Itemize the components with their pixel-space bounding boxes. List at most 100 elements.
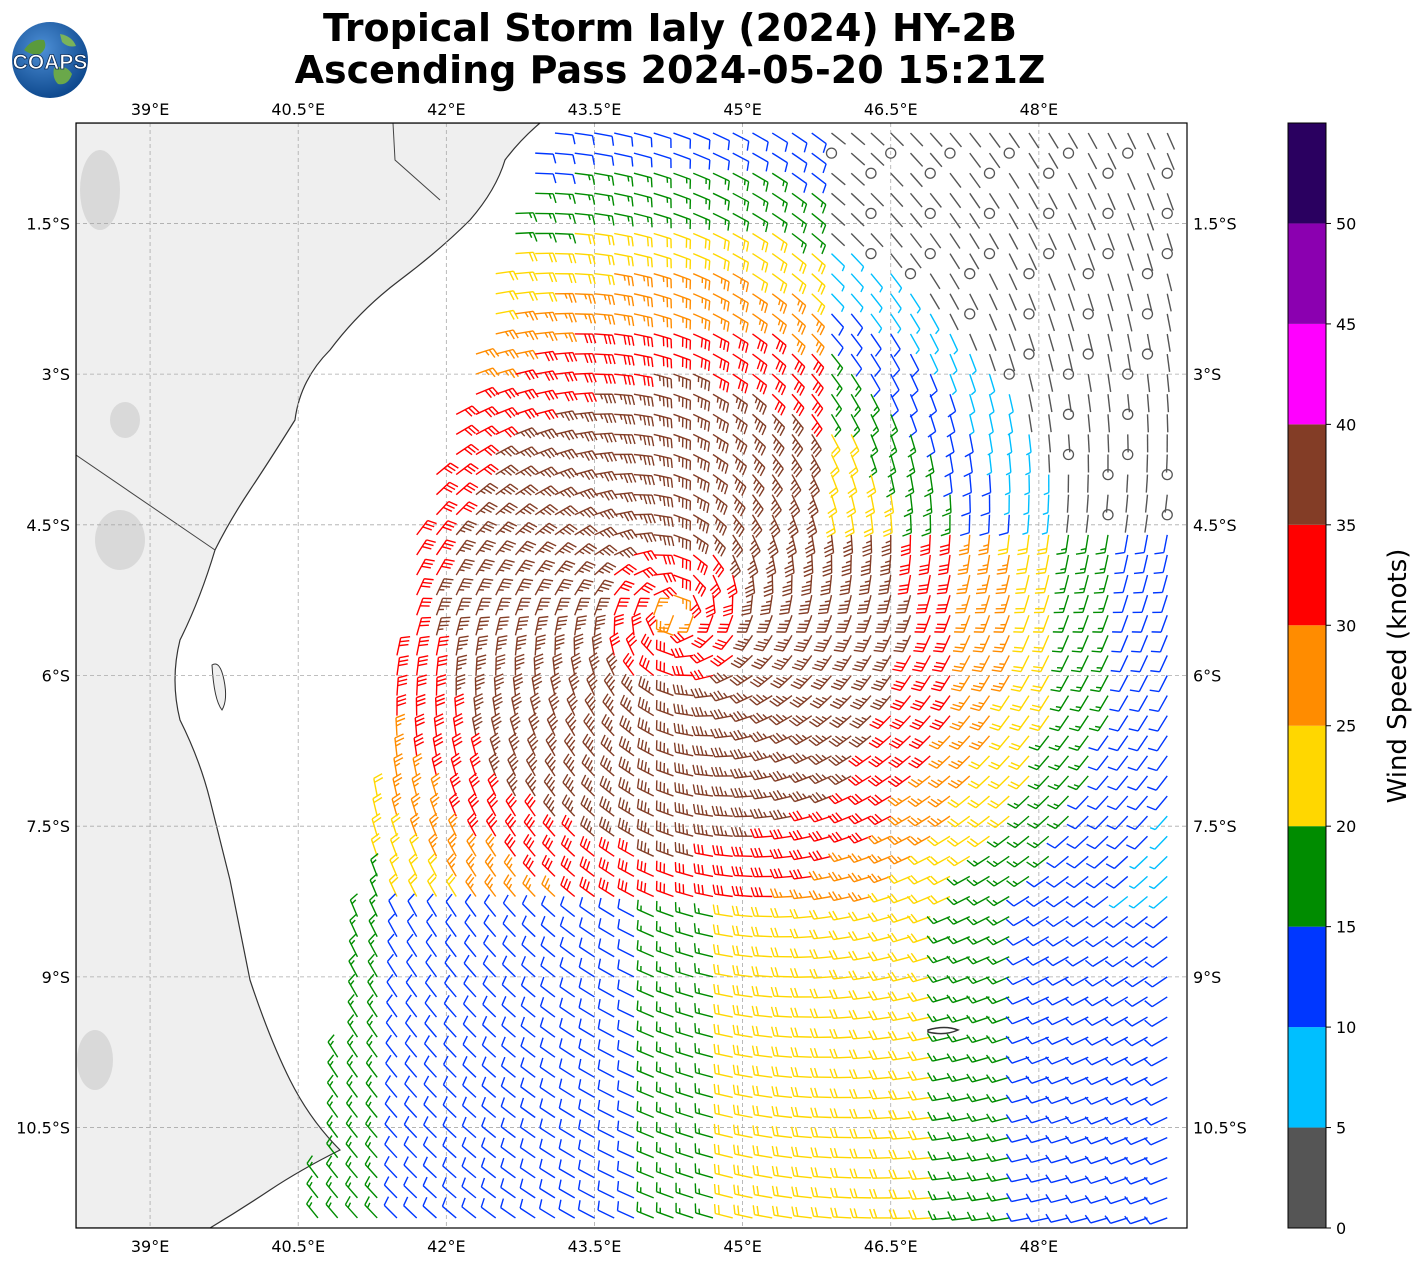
wind-barb [752,293,769,314]
wind-barb [614,528,638,541]
wind-barb [1166,193,1175,211]
wind-barb [1127,233,1135,251]
wind-barb [987,434,994,456]
wind-barb [574,597,591,616]
wind-barb [870,273,884,293]
wind-barb [1166,293,1172,312]
wind-barb [771,232,788,254]
wind-barb [574,543,598,556]
wind-barb [633,597,650,616]
wind-barb [857,594,872,614]
wind-barb [949,172,962,188]
wind-barb [870,293,883,313]
wind-barb [633,273,654,288]
colorbar-bin [1288,323,1326,425]
wind-barb [890,172,904,187]
wind-barb [535,192,557,204]
wind-barb [673,293,692,310]
wind-barb [1035,554,1050,575]
colorbar-tick-label: 10 [1336,1018,1356,1037]
wind-barb [633,152,653,168]
wind-barb [954,614,971,633]
wind-barb [1085,514,1089,533]
wind-barb [919,534,931,557]
wind-barb [692,132,711,150]
wind-barb [495,540,517,556]
wind-barb [1107,193,1116,211]
wind-barb [1028,293,1037,311]
wind-barb [878,574,892,595]
wind-barb [1131,614,1149,633]
wind-barb [554,192,576,204]
wind-barb [1032,635,1050,653]
wind-barb [789,474,802,498]
wind-barb [574,293,596,304]
wind-barb [752,172,769,192]
wind-barb [455,597,472,616]
wind-barb [749,534,761,559]
wind-barb [1041,514,1050,535]
wind-barb [732,293,749,313]
wind-barb [535,212,557,223]
wind-barb [514,597,532,616]
wind-barb [835,614,852,633]
wind-barb [765,554,777,578]
wind-barb [868,454,878,478]
wind-barb [810,434,822,458]
wind-barb [905,474,915,498]
wind-barb [633,433,655,447]
wind-barb [554,448,579,460]
wind-barb [751,454,766,477]
colorbar-tick-label: 15 [1336,918,1356,937]
wind-barb [653,393,673,409]
wind-barb [729,554,741,579]
lon-tick-label-bottom: 48°E [1020,1237,1058,1256]
wind-barb [1107,152,1117,170]
wind-barb [998,514,1010,536]
wind-barb [752,132,769,152]
calm-marker [1102,509,1114,521]
wind-barb [827,494,838,518]
wind-barb [791,192,808,214]
calm-marker [1122,147,1134,159]
wind-barb [692,313,711,331]
wind-barb [633,582,656,596]
wind-barb [865,494,876,518]
wind-barb [1146,374,1151,393]
wind-barb [614,393,636,406]
wind-barb [1028,132,1040,149]
wind-barb [495,502,518,516]
wind-barb [1025,454,1031,476]
wind-barb [733,634,754,651]
wind-barb [712,192,730,211]
wind-barb [943,474,953,498]
wind-barb [1144,494,1149,513]
wind-barb [1092,614,1109,633]
wind-barb [554,410,578,422]
wind-barb [554,351,578,363]
wind-barb [594,432,617,443]
wind-barb [1013,614,1030,633]
wind-barb [534,504,559,516]
wind-barb [1166,233,1174,251]
wind-barb [949,253,961,270]
wind-barb [633,513,656,524]
wind-barb [712,252,730,272]
wind-barb [534,485,559,497]
wind-barb [935,594,951,614]
wind-barb [1087,434,1090,453]
wind-barb [822,554,833,577]
wind-barb [574,252,596,265]
calm-marker [1141,348,1154,360]
wind-barb [806,514,818,538]
wind-barb [1132,594,1149,614]
lon-tick-label-top: 39°E [131,100,169,119]
wind-barb [554,615,568,636]
wind-barb [763,575,774,597]
wind-barb [534,466,559,478]
wind-barb [1028,394,1034,413]
wind-barb [909,152,924,167]
wind-barb [858,574,872,596]
calm-marker [924,167,936,179]
wind-barb [1042,494,1050,516]
